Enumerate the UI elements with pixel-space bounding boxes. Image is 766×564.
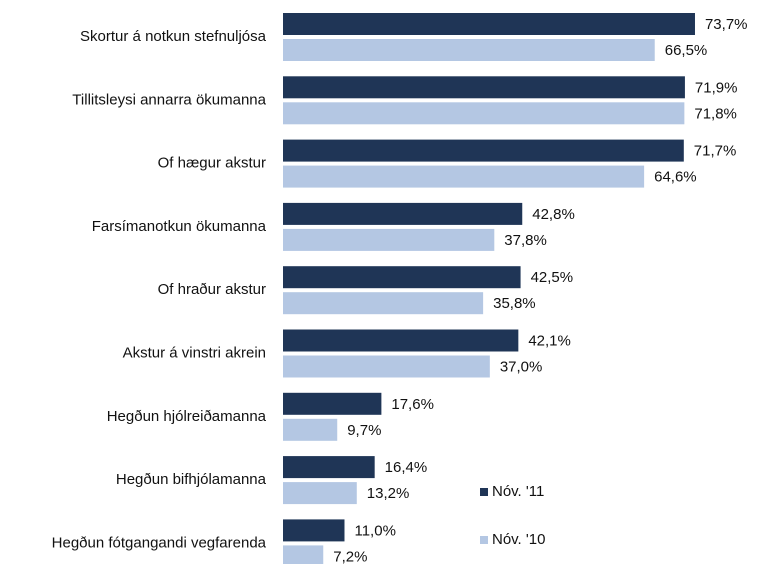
value-label: 16,4%: [385, 459, 428, 476]
category-label: Of hraður akstur: [158, 281, 266, 298]
bar: [283, 139, 684, 162]
bar: [283, 519, 345, 542]
value-label: 17,6%: [391, 396, 434, 413]
value-label: 42,5%: [531, 269, 574, 286]
value-label: 71,7%: [694, 143, 737, 160]
category-label: Hegðun fótgangandi vegfarenda: [52, 534, 267, 551]
bar: [283, 202, 523, 225]
bar: [283, 482, 357, 505]
bar: [283, 545, 324, 564]
value-label: 35,8%: [493, 295, 536, 312]
value-label: 42,1%: [528, 332, 571, 349]
legend-swatch: [480, 488, 488, 496]
value-label: 9,7%: [347, 422, 381, 439]
value-label: 13,2%: [367, 485, 410, 502]
bar: [283, 392, 382, 415]
value-label: 37,8%: [504, 232, 547, 249]
category-label: Hegðun bifhjólamanna: [116, 471, 267, 488]
category-label: Tillitsleysi annarra ökumanna: [72, 91, 266, 108]
category-label: Akstur á vinstri akrein: [123, 344, 266, 361]
bar: [283, 266, 521, 289]
category-label: Skortur á notkun stefnuljósa: [80, 28, 267, 45]
category-label: Of hægur akstur: [158, 155, 266, 172]
legend-label: Nóv. '10: [492, 531, 545, 548]
value-label: 66,5%: [665, 42, 708, 59]
category-label: Hegðun hjólreiðamanna: [107, 408, 267, 425]
bar: [283, 76, 685, 99]
bar: [283, 102, 685, 125]
bar: [283, 418, 338, 441]
legend-swatch: [480, 536, 488, 544]
bar: [283, 165, 645, 188]
legend-label: Nóv. '11: [492, 483, 544, 500]
bar: [283, 39, 655, 61]
category-label: Farsímanotkun ökumanna: [92, 218, 267, 235]
value-label: 37,0%: [500, 358, 543, 375]
bar: [283, 456, 375, 479]
bar: [283, 292, 484, 315]
value-label: 71,8%: [694, 105, 737, 122]
value-label: 11,0%: [354, 522, 395, 539]
value-label: 71,9%: [695, 79, 738, 96]
value-label: 7,2%: [333, 548, 367, 564]
bar: [283, 355, 490, 378]
value-label: 73,7%: [705, 16, 748, 33]
bar: [283, 228, 495, 251]
bar: [283, 329, 519, 352]
bar: [283, 13, 695, 35]
value-label: 42,8%: [532, 206, 575, 223]
value-label: 64,6%: [654, 169, 697, 186]
